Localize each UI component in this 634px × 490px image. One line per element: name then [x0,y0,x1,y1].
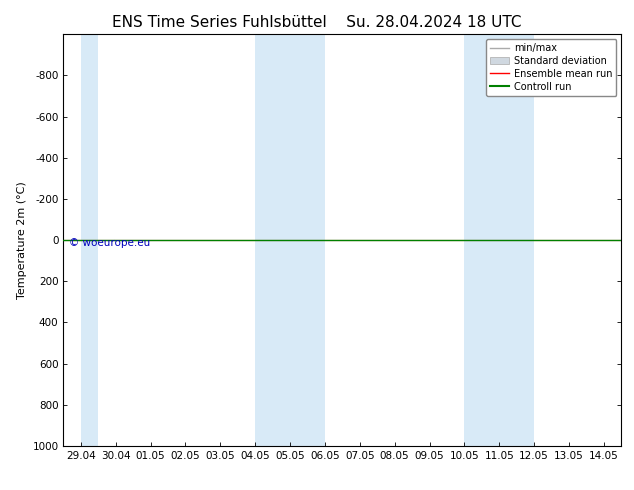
Text: © woeurope.eu: © woeurope.eu [69,238,150,248]
Bar [255,34,325,446]
Legend: min/max, Standard deviation, Ensemble mean run, Controll run: min/max, Standard deviation, Ensemble me… [486,39,616,96]
Text: ENS Time Series Fuhlsbüttel    Su. 28.04.2024 18 UTC: ENS Time Series Fuhlsbüttel Su. 28.04.20… [112,15,522,30]
Y-axis label: Temperature 2m (°C): Temperature 2m (°C) [17,181,27,299]
Bar [464,34,534,446]
Bar [81,34,98,446]
